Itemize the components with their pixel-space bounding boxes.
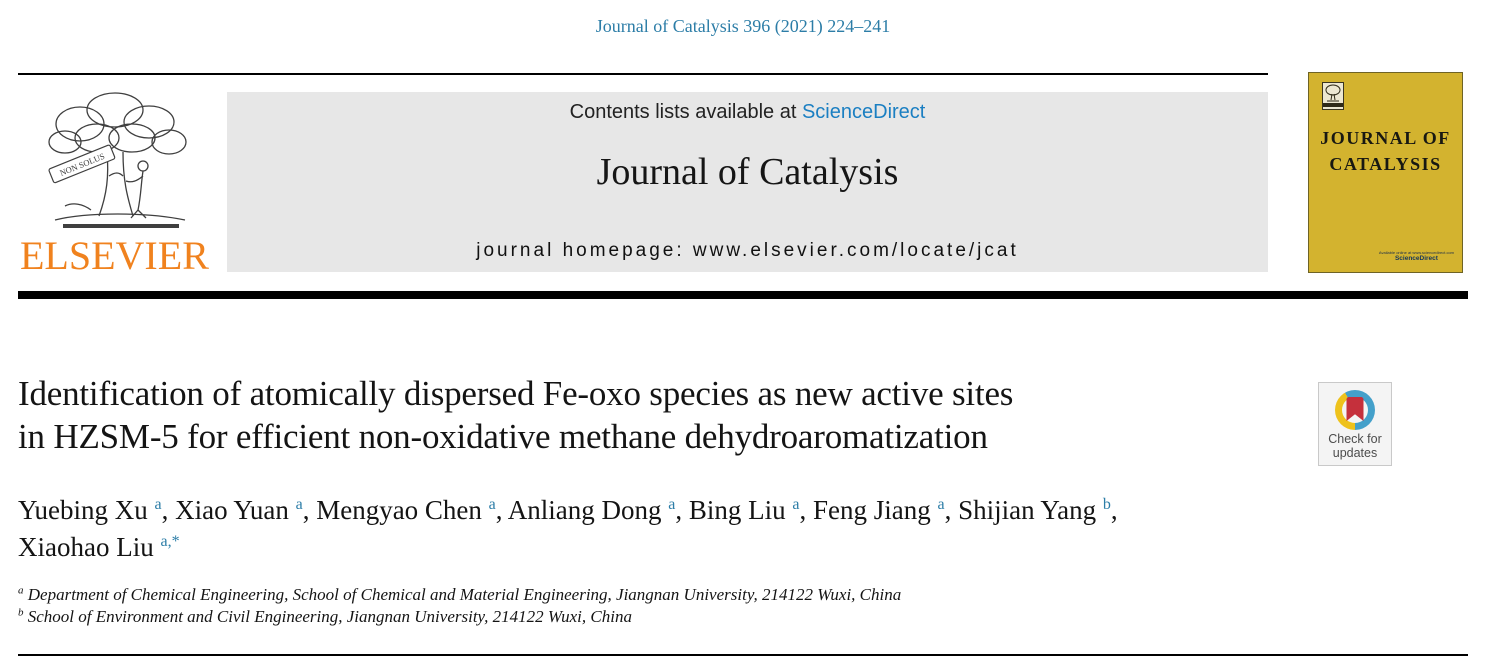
author-affiliation-sup: a	[668, 496, 676, 513]
author-affiliation-sup: a	[488, 496, 496, 513]
cover-elsevier-logo-icon	[1322, 82, 1344, 110]
cover-title-line2: CATALYSIS	[1329, 154, 1442, 174]
author-affiliation-sup: a	[154, 496, 162, 513]
author-name: Xiao Yuan a	[175, 495, 303, 525]
author-affiliation-sup: b	[1102, 496, 1111, 513]
affiliation-sup: a	[18, 584, 24, 597]
author-affiliation-sup: a	[295, 496, 303, 513]
affiliation-sup: b	[18, 606, 24, 619]
check-for-updates-badge[interactable]: Check for updates	[1318, 382, 1392, 466]
author-name: Yuebing Xu a	[18, 495, 162, 525]
author-list: Yuebing Xu a, Xiao Yuan a, Mengyao Chen …	[18, 495, 1118, 562]
bottom-rule	[18, 654, 1468, 656]
author-name: Bing Liu a	[688, 495, 800, 525]
author-name: Anliang Dong a	[507, 495, 676, 525]
section-divider-bar	[18, 291, 1468, 299]
crossmark-icon	[1335, 390, 1375, 430]
non-solus-ribbon: NON SOLUS	[48, 144, 116, 184]
top-rule	[18, 73, 1268, 75]
author-affiliation-sup: a	[792, 496, 800, 513]
author-affiliation-sup: a,*	[160, 533, 180, 550]
article-title-line1: Identification of atomically dispersed F…	[18, 374, 1014, 413]
author-name: Mengyao Chen a	[316, 495, 496, 525]
sciencedirect-link[interactable]: ScienceDirect	[801, 101, 926, 123]
check-for-updates-label: Check for updates	[1328, 432, 1382, 460]
author-name: Shijian Yang b	[958, 495, 1111, 525]
affiliation-line: b School of Environment and Civil Engine…	[18, 606, 632, 626]
journal-citation[interactable]: Journal of Catalysis 396 (2021) 224–241	[595, 16, 891, 36]
journal-header-banner: Contents lists available at ScienceDirec…	[227, 92, 1268, 272]
affiliation-line: a Department of Chemical Engineering, Sc…	[18, 584, 902, 604]
article-title-line2: in HZSM-5 for efficient non-oxidative me…	[18, 417, 988, 456]
journal-cover-thumbnail[interactable]: JOURNAL OF CATALYSIS Available online at…	[1308, 72, 1463, 273]
author-name: Xiaohao Liu a,*	[18, 532, 180, 562]
author-affiliation-sup: a	[937, 496, 945, 513]
cover-title-line1: JOURNAL OF	[1320, 128, 1451, 148]
journal-homepage-link[interactable]: journal homepage: www.elsevier.com/locat…	[476, 240, 1019, 261]
cover-title: JOURNAL OF CATALYSIS	[1309, 125, 1462, 177]
contents-line: Contents lists available at ScienceDirec…	[227, 101, 1268, 124]
cover-footer: Available online at www.sciencedirect.co…	[1379, 250, 1454, 262]
journal-title: Journal of Catalysis	[596, 151, 899, 193]
cover-sciencedirect-text: ScienceDirect	[1394, 255, 1438, 262]
author-name: Feng Jiang a	[813, 495, 945, 525]
elsevier-tree-icon: NON SOLUS	[48, 92, 187, 228]
elsevier-logo: NON SOLUS ELSEVIER	[18, 84, 222, 276]
elsevier-wordmark: ELSEVIER	[20, 233, 209, 278]
article-title: Identification of atomically dispersed F…	[18, 372, 1298, 458]
contents-line-text: Contents lists available at	[569, 101, 802, 123]
affiliations: a Department of Chemical Engineering, Sc…	[18, 584, 1438, 628]
cover-available-online-text: Available online at www.sciencedirect.co…	[1378, 250, 1454, 255]
